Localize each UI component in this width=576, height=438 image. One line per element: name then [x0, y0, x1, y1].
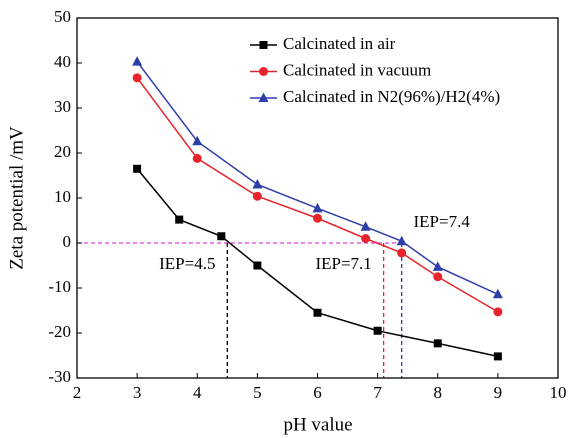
- x-tick-label: 2: [73, 383, 82, 402]
- x-tick-label: 4: [193, 383, 202, 402]
- legend-marker: [259, 67, 268, 76]
- annotation: IEP=4.5: [159, 254, 215, 273]
- y-tick-label: 40: [54, 52, 71, 71]
- marker: [192, 153, 202, 163]
- marker: [192, 135, 203, 146]
- legend-marker: [258, 92, 269, 102]
- marker: [396, 235, 407, 246]
- marker: [397, 248, 407, 258]
- x-axis-label: pH value: [283, 414, 352, 435]
- y-tick-label: -20: [48, 322, 71, 341]
- marker: [313, 213, 322, 223]
- x-tick-label: 5: [253, 383, 262, 402]
- marker: [132, 56, 143, 66]
- marker: [433, 272, 443, 282]
- marker: [175, 215, 184, 224]
- legend-label: Calcinated in vacuum: [283, 60, 431, 79]
- marker: [132, 73, 142, 83]
- series-line: [136, 168, 499, 358]
- y-tick-label: 20: [54, 142, 71, 161]
- legend-label: Calcinated in N2(96%)/H2(4%): [283, 87, 500, 106]
- marker: [253, 261, 262, 270]
- marker: [217, 232, 226, 241]
- y-tick-label: -10: [48, 277, 71, 296]
- marker: [493, 352, 502, 361]
- marker: [313, 308, 322, 317]
- legend-label: Calcinated in air: [283, 34, 396, 53]
- x-tick-label: 8: [434, 383, 443, 402]
- x-tick-label: 3: [133, 383, 142, 402]
- y-tick-label: 50: [54, 7, 71, 26]
- marker: [133, 164, 142, 173]
- y-tick-label: 30: [54, 97, 71, 116]
- x-tick-label: 6: [313, 383, 322, 402]
- y-tick-label: -30: [48, 367, 71, 386]
- marker: [493, 307, 503, 317]
- x-tick-label: 10: [550, 383, 567, 402]
- y-tick-label: 0: [63, 232, 72, 251]
- marker: [360, 221, 371, 231]
- annotation: IEP=7.4: [414, 212, 471, 231]
- x-tick-label: 9: [494, 383, 503, 402]
- marker: [312, 202, 323, 213]
- marker: [432, 261, 443, 271]
- x-tick-label: 7: [373, 383, 382, 402]
- marker: [492, 288, 503, 299]
- legend-marker: [259, 41, 268, 49]
- marker: [373, 326, 382, 335]
- series-line: [136, 61, 499, 295]
- annotation: IEP=7.1: [315, 254, 371, 273]
- marker: [433, 339, 442, 348]
- marker: [361, 234, 371, 243]
- y-axis-label: Zeta potential /mV: [6, 126, 27, 270]
- series-line: [136, 77, 499, 313]
- marker: [252, 179, 263, 189]
- marker: [252, 191, 262, 201]
- y-tick-label: 10: [54, 187, 71, 206]
